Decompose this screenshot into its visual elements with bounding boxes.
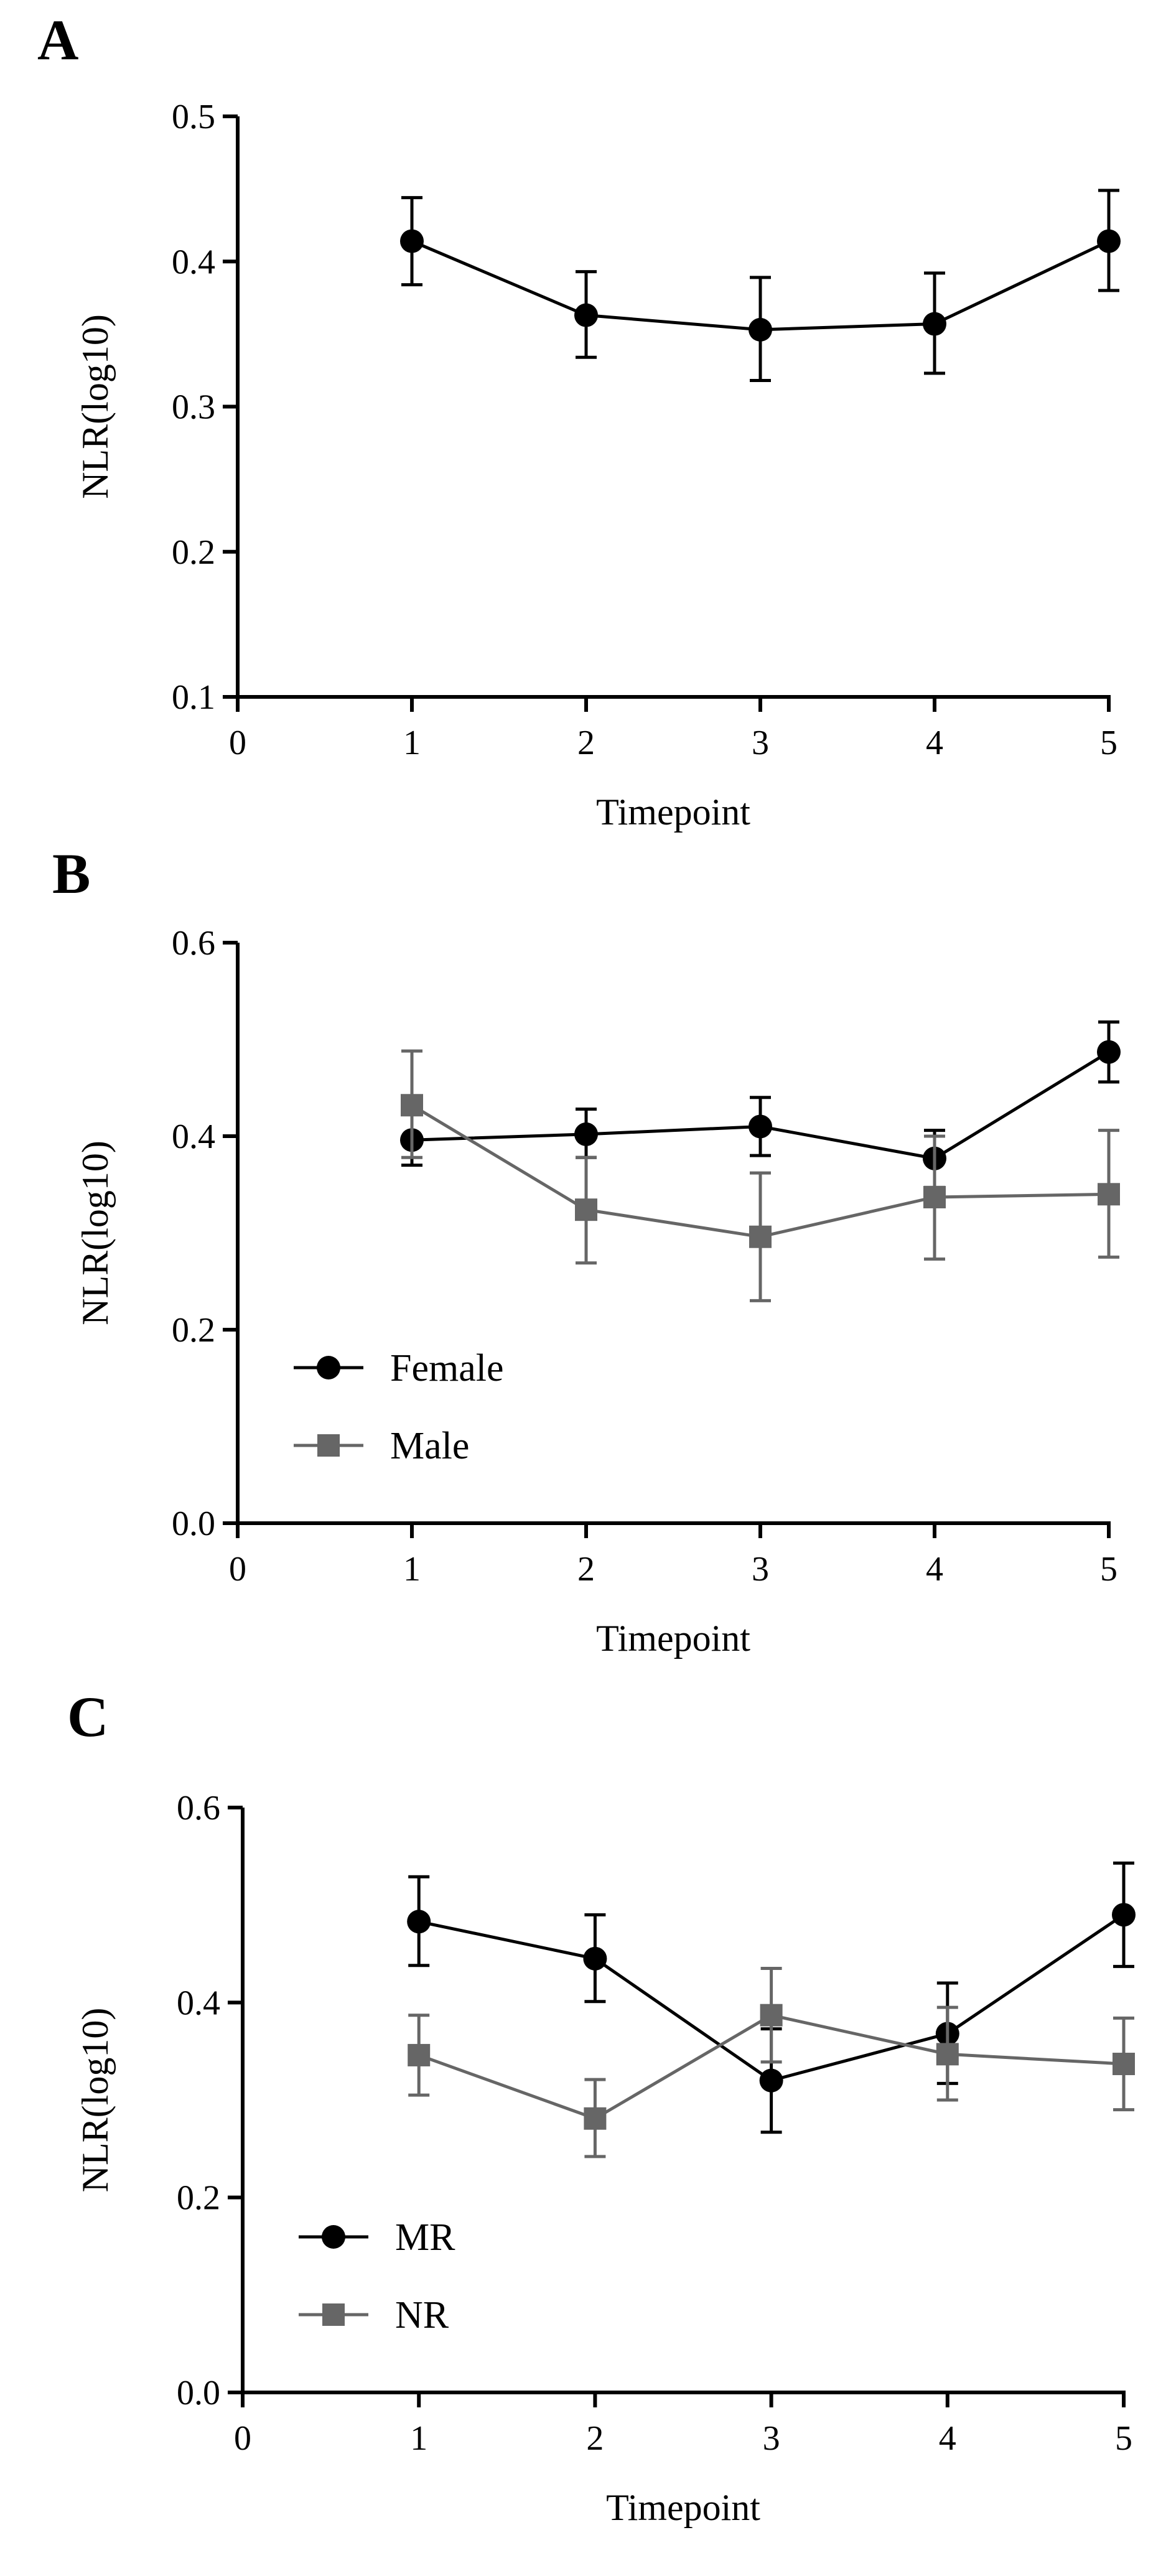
y-axis-title: NLR(log10) [75, 314, 116, 499]
data-point [936, 2043, 959, 2066]
legend: MR NR [299, 2216, 455, 2336]
data-point [407, 1910, 431, 1934]
legend-label: MR [395, 2216, 455, 2259]
y-tick-label: 0.1 [172, 678, 215, 717]
series-all [400, 189, 1121, 383]
data-point [584, 2107, 607, 2130]
x-axis-title: Timepoint [606, 2487, 760, 2528]
x-tick-label: 5 [1100, 724, 1117, 762]
legend-label: Male [390, 1425, 469, 1467]
x-tick-label: 4 [926, 1550, 943, 1589]
data-point [923, 312, 946, 336]
x-tick-label: 3 [763, 2419, 780, 2458]
y-tick-label: 0.6 [172, 924, 215, 963]
x-tick-label: 0 [229, 1550, 246, 1589]
y-tick-label: 0.0 [172, 1505, 215, 1543]
data-point [749, 1114, 772, 1139]
data-point [408, 2043, 431, 2066]
x-tick-label: 2 [577, 1550, 595, 1589]
series-female [400, 1020, 1121, 1189]
data-point [923, 1185, 946, 1208]
data-point [749, 1225, 772, 1248]
x-tick-label: 4 [926, 724, 943, 762]
data-point [759, 2068, 783, 2093]
data-point [1097, 229, 1121, 253]
x-tick-label: 5 [1100, 1550, 1117, 1589]
legend-marker [317, 1434, 340, 1457]
legend: Female Male [294, 1347, 504, 1467]
legend-label: Female [390, 1347, 504, 1389]
data-point [574, 1122, 598, 1146]
data-point [575, 1198, 597, 1221]
data-point [1098, 1183, 1120, 1206]
legend-marker [322, 2225, 345, 2249]
y-tick-label: 0.6 [177, 1789, 220, 1827]
data-point [1113, 2053, 1135, 2076]
y-tick-label: 0.2 [172, 1311, 215, 1350]
x-tick-label: 3 [752, 724, 769, 762]
x-tick-label: 5 [1115, 2419, 1132, 2458]
legend-marker [322, 2303, 345, 2326]
y-tick-label: 0.4 [177, 1984, 220, 2022]
x-tick-label: 1 [403, 724, 421, 762]
x-tick-label: 4 [939, 2419, 956, 2458]
x-axis-title: Timepoint [596, 1618, 750, 1659]
panel-c: C 0.0 0.2 0.4 0.6 0 1 2 3 4 5 Timepoint NLR(log10) MR… [67, 1685, 1136, 2528]
x-tick-label: 1 [403, 1550, 421, 1589]
y-tick-label: 0.4 [172, 1118, 215, 1156]
x-tick-label: 2 [586, 2419, 604, 2458]
y-tick-label: 0.3 [172, 388, 215, 427]
series-nr [408, 1967, 1135, 2158]
data-point [574, 303, 598, 327]
y-tick-label: 0.4 [172, 243, 215, 281]
y-tick-label: 0.0 [177, 2374, 220, 2412]
x-tick-label: 0 [234, 2419, 251, 2458]
panel-letter: C [67, 1685, 108, 1748]
series-male [401, 1049, 1120, 1302]
panel-b: B 0.0 0.2 0.4 0.6 0 1 2 3 4 5 Timepoint NLR(log10) Fe… [52, 842, 1121, 1659]
panel-a: A 0.1 0.2 0.3 0.4 0.5 0 1 2 3 4 5 Timepoint NLR(log10… [37, 8, 1121, 833]
y-axis-title: NLR(log10) [75, 2008, 116, 2193]
y-tick-label: 0.5 [172, 98, 215, 136]
data-point [400, 229, 424, 253]
y-axis-title: NLR(log10) [75, 1141, 116, 1325]
data-point [760, 2004, 783, 2027]
panel-letter: B [52, 842, 90, 905]
x-axis-title: Timepoint [596, 791, 750, 833]
series-mr [407, 1861, 1136, 2134]
panel-letter: A [37, 8, 78, 72]
x-tick-label: 1 [410, 2419, 427, 2458]
y-tick-label: 0.2 [172, 533, 215, 572]
x-tick-label: 3 [752, 1550, 769, 1589]
data-point [749, 317, 772, 342]
y-tick-label: 0.2 [177, 2179, 220, 2218]
data-point [583, 1946, 607, 1971]
data-point [1112, 1903, 1136, 1927]
data-point [1097, 1040, 1121, 1064]
data-point [401, 1094, 423, 1117]
x-tick-label: 0 [229, 724, 246, 762]
legend-marker [317, 1356, 340, 1379]
legend-label: NR [395, 2294, 449, 2336]
x-tick-label: 2 [577, 724, 595, 762]
